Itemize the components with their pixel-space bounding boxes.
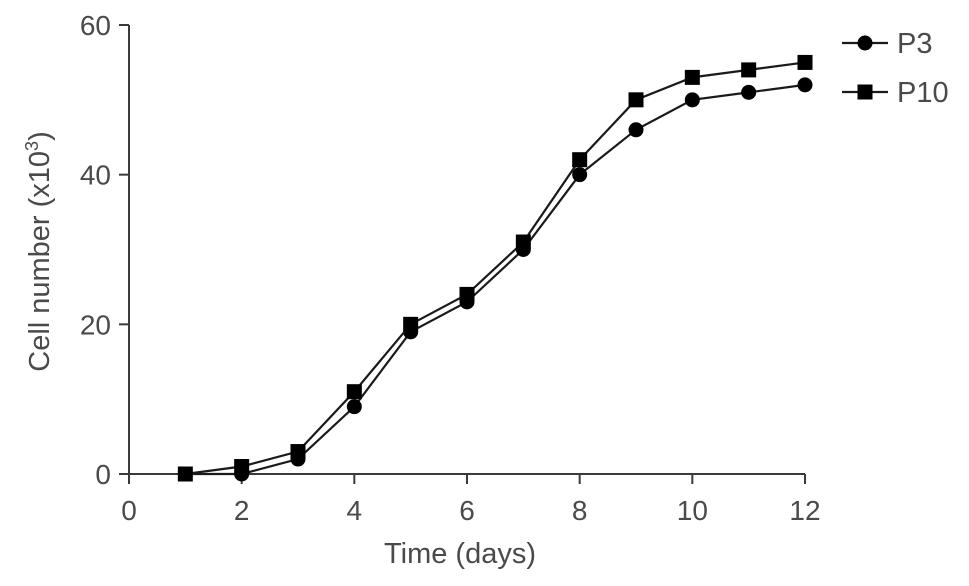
data-point-p10	[515, 234, 531, 250]
data-point-p10	[628, 92, 644, 108]
y-tick-label: 0	[95, 459, 111, 490]
y-axis-label-main: Cell number (x10	[24, 151, 56, 372]
data-point-p3	[346, 399, 362, 415]
data-point-p10	[459, 286, 475, 302]
series-p10	[177, 54, 813, 482]
data-point-p10	[290, 444, 306, 460]
data-point-p10	[234, 459, 250, 475]
legend-label-p10: P10	[897, 77, 949, 109]
data-point-p10	[403, 316, 419, 332]
y-axis-label: Cell number (x103)	[22, 131, 56, 372]
axes: 0 20 40 60 0 2 4 6 8 10 12	[80, 10, 821, 526]
data-point-p3	[572, 167, 588, 183]
data-point-p10	[177, 466, 193, 482]
legend-item-p3: P3	[842, 28, 932, 60]
series-line-p3	[185, 83, 806, 476]
legend-label-p3: P3	[897, 28, 932, 60]
data-point-p3	[684, 92, 700, 108]
legend: P3 P10	[842, 28, 949, 109]
x-tick-label: 2	[234, 495, 250, 526]
x-axis-label: Time (days)	[384, 538, 536, 570]
legend-marker-circle	[857, 35, 873, 51]
data-point-p10	[797, 54, 813, 70]
y-tick-label: 20	[80, 309, 111, 340]
x-tick-label: 6	[459, 495, 475, 526]
data-point-p3	[797, 77, 813, 93]
x-tick-label: 12	[789, 495, 820, 526]
y-tick-label: 60	[80, 10, 111, 41]
x-tick-label: 4	[347, 495, 363, 526]
legend-marker-square	[857, 84, 873, 100]
x-tick-label: 8	[572, 495, 588, 526]
y-axis-label-close: )	[24, 131, 56, 141]
data-point-p10	[346, 384, 362, 400]
data-point-p10	[572, 152, 588, 168]
data-point-p3	[628, 122, 644, 138]
legend-item-p10: P10	[842, 77, 949, 109]
y-ticks: 0 20 40 60	[80, 10, 129, 490]
x-tick-label: 0	[121, 495, 137, 526]
y-axis-label-superscript: 3	[22, 141, 42, 151]
data-point-p10	[741, 62, 757, 78]
y-tick-label: 40	[80, 160, 111, 191]
x-ticks: 0 2 4 6 8 10 12	[121, 474, 821, 526]
x-tick-label: 10	[677, 495, 708, 526]
series-p3	[177, 77, 813, 482]
series-layer	[177, 54, 813, 482]
series-line-p10	[185, 61, 806, 476]
data-point-p10	[684, 69, 700, 85]
data-point-p3	[741, 84, 757, 100]
